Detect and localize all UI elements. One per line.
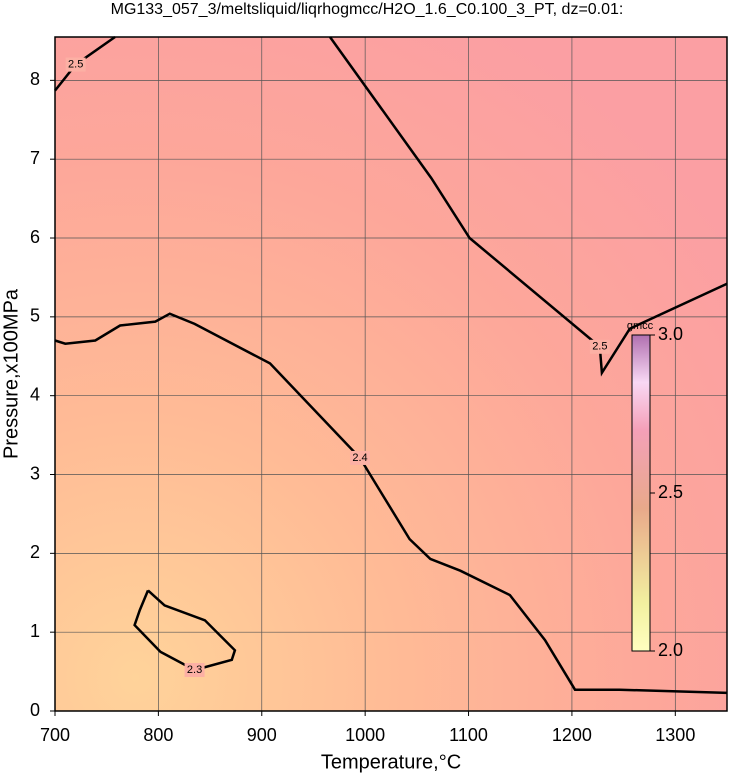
- x-tick-label: 1300: [655, 725, 695, 745]
- x-tick-label: 700: [40, 725, 70, 745]
- contour-label-bg: [184, 663, 205, 678]
- y-tick-label: 6: [30, 227, 40, 247]
- y-tick-label: 2: [30, 542, 40, 562]
- y-axis-label: Pressure,x100MPa: [0, 288, 22, 459]
- y-tick-label: 0: [30, 700, 40, 720]
- y-tick-label: 5: [30, 306, 40, 326]
- chart-title: MG133_057_3/meltsliquid/liqrhogmcc/H2O_1…: [111, 1, 624, 18]
- y-tick-label: 8: [30, 69, 40, 89]
- plot-frame: [54, 36, 728, 712]
- contour-label-bg: [349, 450, 370, 465]
- x-axis-label: Temperature,°C: [321, 751, 461, 773]
- contour-label: 2.4: [352, 452, 367, 464]
- x-tick-label: 1000: [345, 725, 385, 745]
- colorbar-tick-label: 3.0: [658, 324, 683, 344]
- contour-label-bg: [65, 57, 86, 72]
- y-tick-label: 3: [30, 463, 40, 483]
- x-tick-label: 1200: [552, 725, 592, 745]
- y-tick-label: 4: [30, 384, 40, 404]
- x-tick-label: 800: [143, 725, 173, 745]
- contour-line: [133, 589, 237, 672]
- colorbar: [631, 334, 651, 652]
- colorbar-tick-label: 2.0: [658, 640, 683, 660]
- colorbar-tick-label: 2.5: [658, 482, 683, 502]
- y-tick-label: 1: [30, 621, 40, 641]
- x-tick-label: 1100: [449, 725, 488, 745]
- y-tick-label: 7: [30, 148, 40, 168]
- contour-label: 2.5: [592, 341, 607, 353]
- x-tick-label: 900: [247, 725, 277, 745]
- contour-label: 2.5: [68, 58, 83, 70]
- plot-background: [55, 37, 727, 711]
- colorbar-label: gmcc: [627, 320, 654, 332]
- contour-label: 2.3: [187, 664, 202, 676]
- contour-label-bg: [589, 339, 610, 354]
